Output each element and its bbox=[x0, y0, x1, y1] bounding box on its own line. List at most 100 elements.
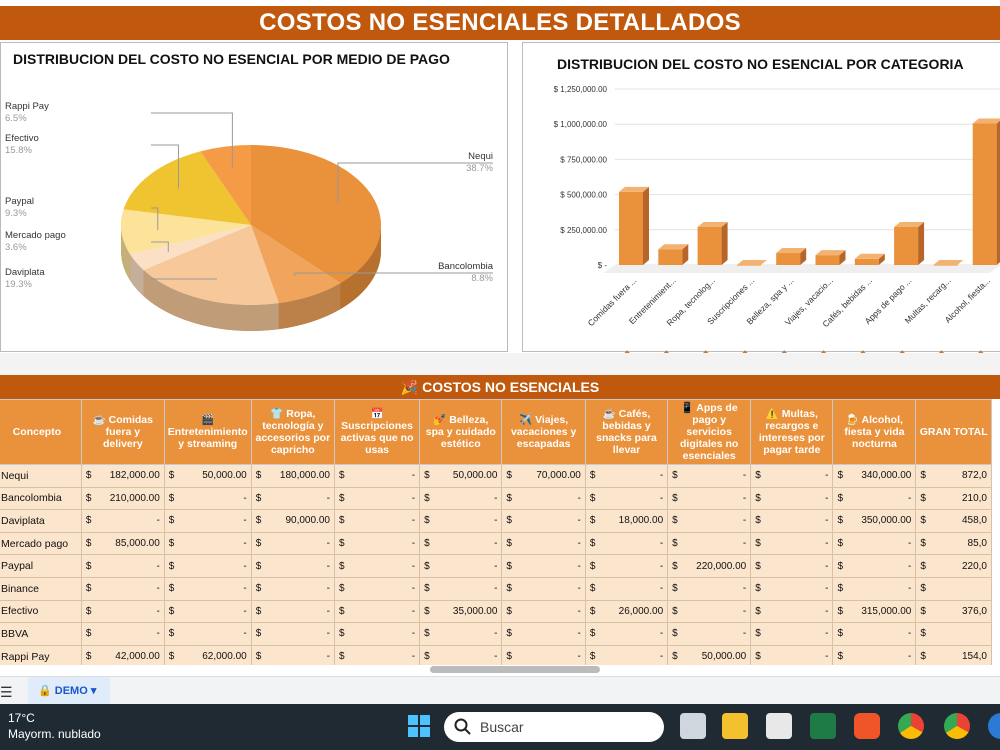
amount-cell[interactable]: $35,000.00 bbox=[419, 599, 503, 624]
amount-cell[interactable]: $ - bbox=[333, 509, 421, 533]
amount-cell[interactable]: $ - bbox=[584, 554, 669, 578]
concept-cell[interactable]: Bancolombia bbox=[0, 486, 82, 511]
amount-cell[interactable]: $210,000.00 bbox=[80, 486, 165, 511]
amount-cell[interactable]: $ - bbox=[419, 576, 503, 601]
amount-cell[interactable]: $50,000.00 bbox=[163, 464, 252, 488]
amount-cell[interactable]: $ - bbox=[250, 576, 335, 601]
amount-cell[interactable]: $ - bbox=[250, 486, 335, 511]
amount-cell[interactable]: $ - bbox=[584, 644, 669, 665]
amount-cell[interactable]: $220,000.00 bbox=[667, 554, 752, 578]
amount-cell[interactable]: $ bbox=[915, 576, 992, 601]
amount-cell[interactable]: $90,000.00 bbox=[250, 509, 335, 533]
amount-cell[interactable]: $ - bbox=[333, 576, 421, 601]
amount-cell[interactable]: $ - bbox=[667, 509, 752, 533]
amount-cell[interactable]: $ - bbox=[750, 554, 834, 578]
horizontal-scrollbar[interactable] bbox=[430, 666, 600, 673]
weather-description[interactable]: Mayorm. nublado bbox=[8, 727, 101, 741]
chrome-profile-icon[interactable] bbox=[944, 713, 970, 739]
amount-cell[interactable]: $ - bbox=[333, 531, 421, 556]
amount-cell[interactable]: $85,000.00 bbox=[80, 531, 165, 556]
chrome-icon[interactable] bbox=[898, 713, 924, 739]
amount-cell[interactable]: $ - bbox=[584, 531, 669, 556]
amount-cell[interactable]: $ - bbox=[501, 644, 586, 665]
amount-cell[interactable]: $220,0 bbox=[915, 554, 992, 578]
amount-cell[interactable]: $ - bbox=[80, 554, 165, 578]
amount-cell[interactable]: $ - bbox=[333, 464, 421, 488]
column-header[interactable]: 📅 Suscripciones activas que no usas bbox=[333, 399, 421, 465]
amount-cell[interactable]: $458,0 bbox=[915, 509, 992, 533]
amount-cell[interactable]: $ - bbox=[333, 486, 421, 511]
amount-cell[interactable]: $ - bbox=[419, 531, 503, 556]
store-icon[interactable] bbox=[766, 713, 792, 739]
amount-cell[interactable]: $ - bbox=[419, 509, 503, 533]
amount-cell[interactable]: $ bbox=[915, 622, 992, 646]
column-header[interactable]: Concepto bbox=[0, 399, 82, 465]
amount-cell[interactable]: $ - bbox=[419, 554, 503, 578]
column-header[interactable]: 🎬 Entretenimiento y streaming bbox=[163, 399, 252, 465]
amount-cell[interactable]: $ - bbox=[250, 644, 335, 665]
amount-cell[interactable]: $ - bbox=[584, 486, 669, 511]
amount-cell[interactable]: $ - bbox=[750, 644, 834, 665]
amount-cell[interactable]: $ - bbox=[832, 576, 917, 601]
amount-cell[interactable]: $85,0 bbox=[915, 531, 992, 556]
amount-cell[interactable]: $ - bbox=[832, 486, 917, 511]
amount-cell[interactable]: $18,000.00 bbox=[584, 509, 669, 533]
amount-cell[interactable]: $ - bbox=[501, 486, 586, 511]
excel-icon[interactable] bbox=[810, 713, 836, 739]
pie-chart[interactable]: DISTRIBUCION DEL COSTO NO ESENCIAL POR M… bbox=[0, 42, 508, 352]
amount-cell[interactable]: $ - bbox=[667, 622, 752, 646]
amount-cell[interactable]: $350,000.00 bbox=[832, 509, 917, 533]
amount-cell[interactable]: $376,0 bbox=[915, 599, 992, 624]
brave-browser-icon[interactable] bbox=[854, 713, 880, 739]
amount-cell[interactable]: $ - bbox=[333, 554, 421, 578]
amount-cell[interactable]: $ - bbox=[80, 509, 165, 533]
amount-cell[interactable]: $ - bbox=[80, 622, 165, 646]
amount-cell[interactable]: $ - bbox=[501, 509, 586, 533]
amount-cell[interactable]: $ - bbox=[250, 599, 335, 624]
amount-cell[interactable]: $ - bbox=[584, 576, 669, 601]
amount-cell[interactable]: $340,000.00 bbox=[832, 464, 917, 488]
amount-cell[interactable]: $ - bbox=[419, 622, 503, 646]
column-header[interactable]: GRAN TOTAL bbox=[915, 399, 992, 465]
amount-cell[interactable]: $ - bbox=[750, 599, 834, 624]
amount-cell[interactable]: $ - bbox=[333, 622, 421, 646]
amount-cell[interactable]: $ - bbox=[80, 576, 165, 601]
amount-cell[interactable]: $ - bbox=[750, 509, 834, 533]
weather-temperature[interactable]: 17°C bbox=[8, 711, 35, 725]
concept-cell[interactable]: Efectivo bbox=[0, 599, 82, 624]
amount-cell[interactable]: $ - bbox=[163, 599, 252, 624]
amount-cell[interactable]: $872,0 bbox=[915, 464, 992, 488]
amount-cell[interactable]: $ - bbox=[80, 599, 165, 624]
amount-cell[interactable]: $ - bbox=[501, 576, 586, 601]
amount-cell[interactable]: $ - bbox=[163, 554, 252, 578]
column-header[interactable]: ⚠️ Multas, recargos e intereses por paga… bbox=[750, 399, 834, 465]
amount-cell[interactable]: $26,000.00 bbox=[584, 599, 669, 624]
amount-cell[interactable]: $ - bbox=[163, 622, 252, 646]
bar-chart[interactable]: DISTRIBUCION DEL COSTO NO ESENCIAL POR C… bbox=[522, 42, 1000, 353]
concept-cell[interactable]: BBVA bbox=[0, 622, 82, 646]
amount-cell[interactable]: $ - bbox=[250, 531, 335, 556]
amount-cell[interactable]: $ - bbox=[750, 576, 834, 601]
amount-cell[interactable]: $ - bbox=[750, 531, 834, 556]
amount-cell[interactable]: $62,000.00 bbox=[163, 644, 252, 665]
sheet-tab-demo[interactable]: 🔒 DEMO ▾ bbox=[28, 677, 110, 705]
amount-cell[interactable]: $ - bbox=[250, 622, 335, 646]
amount-cell[interactable]: $ - bbox=[419, 486, 503, 511]
column-header[interactable]: 💅 Belleza, spa y cuidado estético bbox=[419, 399, 503, 465]
amount-cell[interactable]: $42,000.00 bbox=[80, 644, 165, 665]
column-header[interactable]: 📱 Apps de pago y servicios digitales no … bbox=[667, 399, 752, 465]
amount-cell[interactable]: $ - bbox=[163, 486, 252, 511]
amount-cell[interactable]: $ - bbox=[584, 464, 669, 488]
amount-cell[interactable]: $50,000.00 bbox=[667, 644, 752, 665]
amount-cell[interactable]: $315,000.00 bbox=[832, 599, 917, 624]
concept-cell[interactable]: Mercado pago bbox=[0, 531, 82, 556]
column-header[interactable]: ✈️ Viajes, vacaciones y escapadas bbox=[501, 399, 586, 465]
amount-cell[interactable]: $ - bbox=[832, 531, 917, 556]
amount-cell[interactable]: $ - bbox=[667, 576, 752, 601]
column-header[interactable]: 👕 Ropa, tecnología y accesorios por capr… bbox=[250, 399, 335, 465]
taskbar-search-box[interactable]: Buscar bbox=[444, 712, 664, 742]
windows-start-icon[interactable] bbox=[408, 715, 430, 737]
amount-cell[interactable]: $182,000.00 bbox=[80, 464, 165, 488]
amount-cell[interactable]: $ - bbox=[667, 464, 752, 488]
amount-cell[interactable]: $ - bbox=[501, 599, 586, 624]
